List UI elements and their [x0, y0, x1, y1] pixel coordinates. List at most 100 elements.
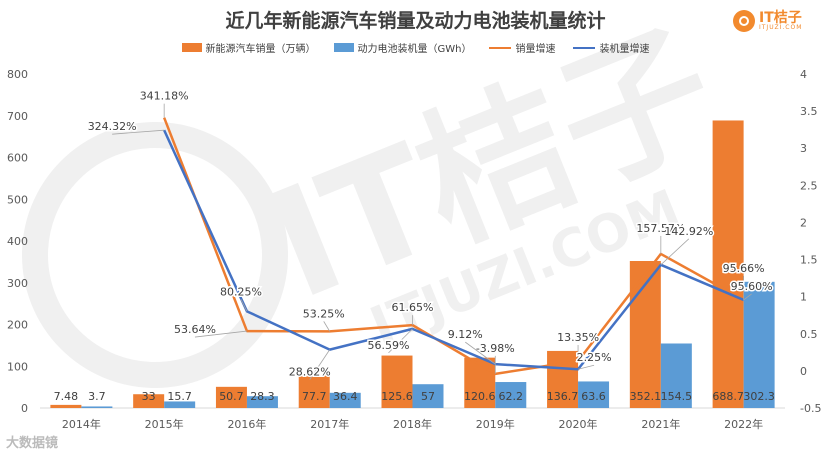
- line-battery-growth-label-leader: [112, 129, 165, 135]
- legend-label-battery-growth: 装机量增速: [599, 44, 650, 55]
- bar-sales: [50, 404, 82, 408]
- line-sales-growth-label: 53.25%: [303, 307, 345, 320]
- bar-battery-label: 28.3: [250, 390, 275, 403]
- y-right-tick-label: 3: [800, 142, 807, 155]
- legend-item-battery-growth: 装机量增速: [573, 40, 649, 55]
- legend-swatch-sales: [181, 43, 202, 52]
- y-right-tick-label: -0.5: [800, 402, 821, 415]
- bar-sales-label: 33: [142, 390, 156, 403]
- line-sales-growth-label: 53.64%: [174, 323, 216, 336]
- line-battery-growth-label: 142.92%: [664, 225, 713, 238]
- line-battery-growth-label-leader: [465, 341, 496, 365]
- legend-item-battery: 动力电池装机量（GWh）: [333, 40, 472, 55]
- bar-battery-label: 63.6: [581, 390, 606, 403]
- x-tick-label: 2014年: [62, 417, 101, 431]
- line-battery-growth-label-leader: [388, 328, 413, 354]
- bar-battery: [412, 384, 444, 408]
- bar-battery-label: 36.4: [333, 390, 358, 403]
- x-tick-label: 2018年: [393, 417, 432, 431]
- x-tick-label: 2016年: [227, 417, 266, 431]
- footer-watermark: 大数据镜: [6, 436, 59, 451]
- line-sales-growth-label: -3.98%: [476, 342, 515, 355]
- y-left-tick-label: 800: [7, 68, 28, 81]
- legend-item-sales: 新能源汽车销量（万辆）: [181, 40, 316, 55]
- line-battery-growth-label: 28.62%: [289, 366, 331, 379]
- bar-battery: [329, 392, 361, 408]
- y-left-tick-label: 400: [7, 235, 28, 248]
- bar-battery: [660, 343, 692, 408]
- line-battery-growth-label: 9.12%: [448, 328, 483, 341]
- legend-label-battery: 动力电池装机量（GWh）: [357, 44, 472, 55]
- bar-sales: [298, 375, 330, 408]
- line-battery-growth-label: 56.59%: [368, 339, 410, 352]
- line-battery-growth-label: 80.25%: [220, 285, 262, 298]
- line-battery-growth-label-leader: [240, 299, 248, 312]
- bar-sales-label: 7.48: [54, 390, 79, 403]
- line-sales-growth-label-leader: [323, 321, 331, 332]
- bar-sales-label: 125.6: [381, 390, 413, 403]
- bar-sales-label: 136.7: [547, 390, 579, 403]
- line-battery-growth-label: 95.60%: [731, 280, 773, 293]
- y-left-tick-label: 100: [7, 360, 28, 373]
- bar-sales-label: 352.1: [630, 390, 662, 403]
- x-tick-label: 2019年: [476, 417, 515, 431]
- line-sales-growth-label-leader: [194, 330, 247, 338]
- bar-battery-label: 3.7: [88, 390, 106, 403]
- bar-battery-label: 57: [421, 390, 435, 403]
- orange-logo-icon: [733, 10, 755, 32]
- bar-battery-label: 62.2: [499, 390, 524, 403]
- logo-subtext: ITJUZI.COM: [759, 24, 803, 31]
- bar-sales: [133, 394, 165, 408]
- bar-sales: [712, 120, 744, 409]
- line-battery-growth-label-leader: [577, 364, 595, 370]
- bar-battery-label: 154.5: [661, 390, 693, 403]
- bar-sales-label: 77.7: [302, 390, 327, 403]
- bar-battery-label: 15.7: [167, 390, 192, 403]
- line-battery-growth-label-leader: [660, 238, 690, 266]
- bar-sales: [381, 355, 413, 408]
- brand-logo: IT桔子 ITJUZI.COM: [733, 10, 802, 32]
- line-sales-growth-label: 61.65%: [392, 301, 434, 314]
- bar-battery: [743, 281, 775, 408]
- y-right-tick-label: 3.5: [800, 105, 818, 118]
- legend-line-battery-growth: [573, 46, 596, 49]
- line-sales-growth: [163, 117, 745, 376]
- bar-sales: [215, 386, 247, 408]
- y-right-tick-label: 1.5: [800, 254, 818, 267]
- bar-sales: [547, 350, 579, 408]
- legend-line-sales-growth: [489, 46, 512, 49]
- y-left-tick-label: 700: [7, 110, 28, 123]
- bar-battery: [164, 401, 196, 408]
- x-tick-label: 2021年: [641, 417, 680, 431]
- line-sales-growth-label: 157.57%: [636, 222, 685, 235]
- legend-item-sales-growth: 销量增速: [489, 40, 555, 55]
- watermark-circle: [22, 122, 288, 388]
- bar-battery: [578, 381, 610, 408]
- bar-battery: [495, 382, 527, 408]
- line-battery-growth-label: 2.25%: [577, 351, 612, 364]
- y-left-tick-label: 0: [21, 402, 28, 415]
- bar-battery: [81, 406, 113, 408]
- line-battery-growth-label: 324.32%: [88, 120, 137, 133]
- x-tick-label: 2015年: [145, 417, 184, 431]
- y-right-tick-label: 0: [800, 365, 807, 378]
- x-tick-label: 2020年: [559, 417, 598, 431]
- bar-battery: [246, 396, 278, 408]
- line-battery-growth: [163, 129, 745, 371]
- chart-title: 近几年新能源汽车销量及动力电池装机量统计: [225, 10, 606, 32]
- line-battery-growth-label-leader: [743, 293, 752, 301]
- x-tick-label: 2022年: [724, 417, 763, 431]
- y-left-tick-label: 500: [7, 193, 28, 206]
- line-sales-growth-label: 95.66%: [723, 262, 765, 275]
- line-sales-growth-label: 13.35%: [557, 331, 599, 344]
- bar-sales-label: 120.6: [464, 390, 496, 403]
- logo-text: IT桔子: [759, 10, 802, 26]
- y-right-tick-label: 0.5: [800, 328, 818, 341]
- y-right-tick-label: 2: [800, 216, 807, 229]
- legend-label-sales-growth: 销量增速: [515, 44, 556, 55]
- y-right-tick-label: 2.5: [800, 179, 818, 192]
- y-right-tick-label: 1: [800, 291, 807, 304]
- bar-battery-label: 302.3: [743, 390, 775, 403]
- line-battery-growth-label-leader: [309, 349, 331, 380]
